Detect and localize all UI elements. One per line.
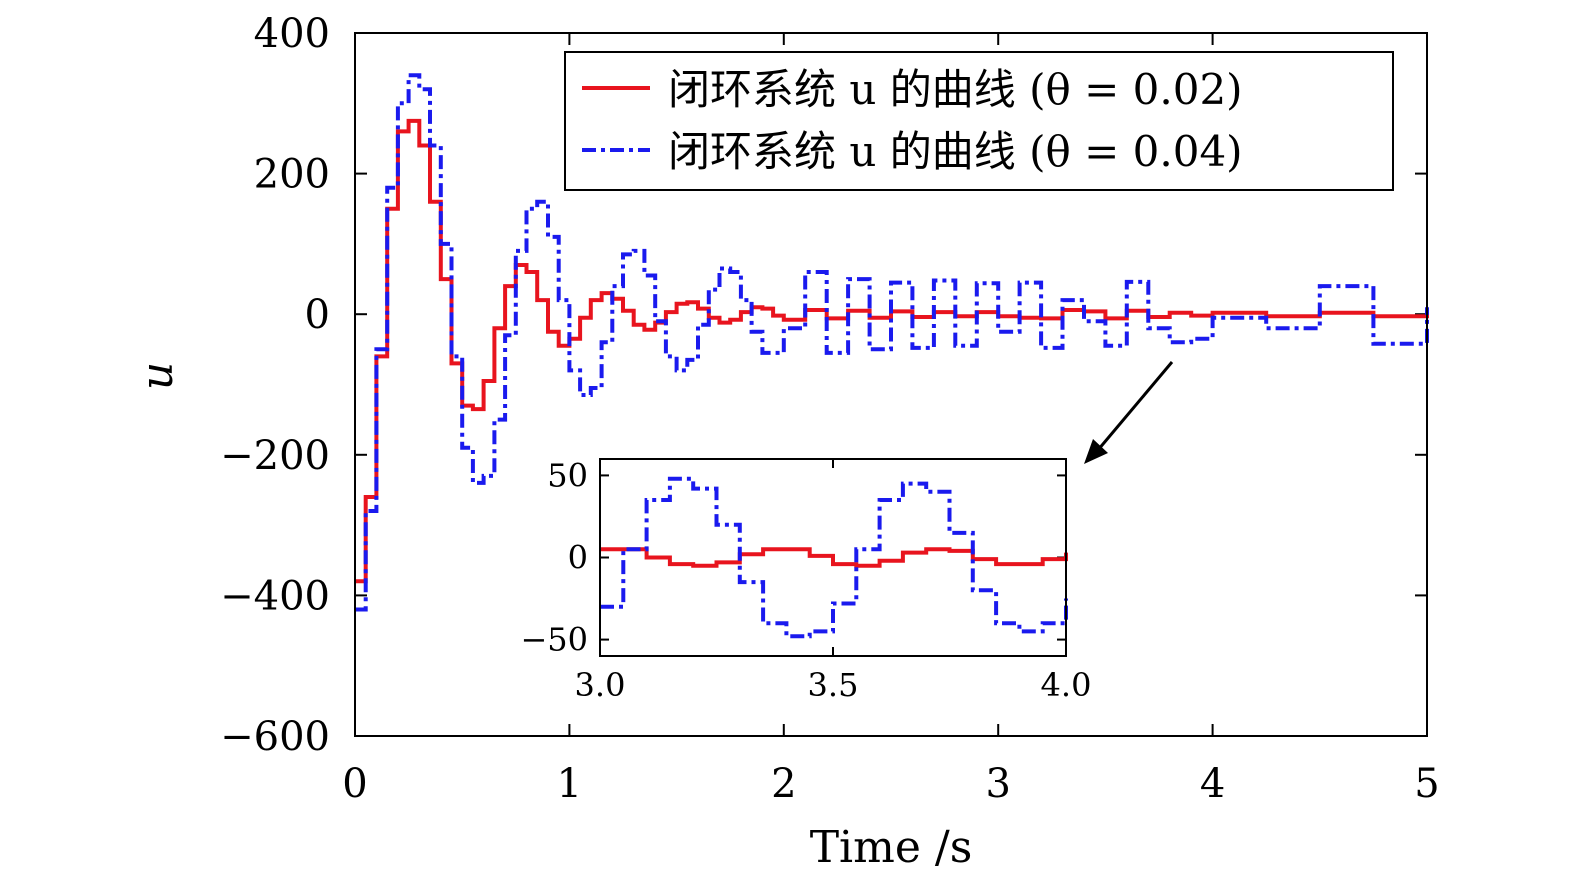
inset-x-tick-label: 4.0 [1041, 666, 1092, 704]
y-tick-label: −200 [220, 433, 330, 479]
legend-label-series-2: 闭环系统 u 的曲线 (θ = 0.04) [668, 127, 1243, 176]
x-tick-label: 0 [342, 761, 367, 807]
zoom-arrow [1084, 361, 1174, 464]
inset-frame [599, 458, 1067, 657]
y-axis-title: u [132, 362, 183, 390]
inset-x-tick-label: 3.0 [575, 666, 626, 704]
inset-x-tick-label: 3.5 [808, 666, 859, 704]
x-axis-title: Time /s [810, 822, 973, 873]
legend-label-series-1: 闭环系统 u 的曲线 (θ = 0.02) [668, 65, 1243, 114]
y-tick-label: 400 [254, 11, 330, 57]
y-tick-label: 0 [305, 292, 330, 338]
inset: 3.0 3.5 4.0 50 0 −50 [520, 456, 1091, 704]
x-tick-label: 3 [985, 761, 1010, 807]
inset-y-tick-label: 50 [547, 456, 588, 494]
plot-frame [354, 32, 1428, 737]
y-tick-label: −400 [220, 573, 330, 619]
series-2-line [355, 73, 1429, 612]
x-tick-label: 2 [771, 761, 796, 807]
legend: 闭环系统 u 的曲线 (θ = 0.02) 闭环系统 u 的曲线 (θ = 0.… [564, 51, 1394, 191]
legend-box [564, 51, 1394, 191]
inset-y-tick-label: −50 [520, 621, 588, 659]
x-tick-label: 1 [557, 761, 582, 807]
y-tick-label: −600 [220, 714, 330, 760]
inset-y-tick-label: 0 [568, 539, 588, 577]
inset-series-1-line [600, 547, 1068, 568]
y-tick-label: 200 [254, 152, 330, 198]
x-tick-label: 4 [1200, 761, 1225, 807]
series-1-line [355, 118, 1429, 584]
x-tick-label: 5 [1414, 761, 1439, 807]
inset-series-2-line [600, 476, 1068, 639]
